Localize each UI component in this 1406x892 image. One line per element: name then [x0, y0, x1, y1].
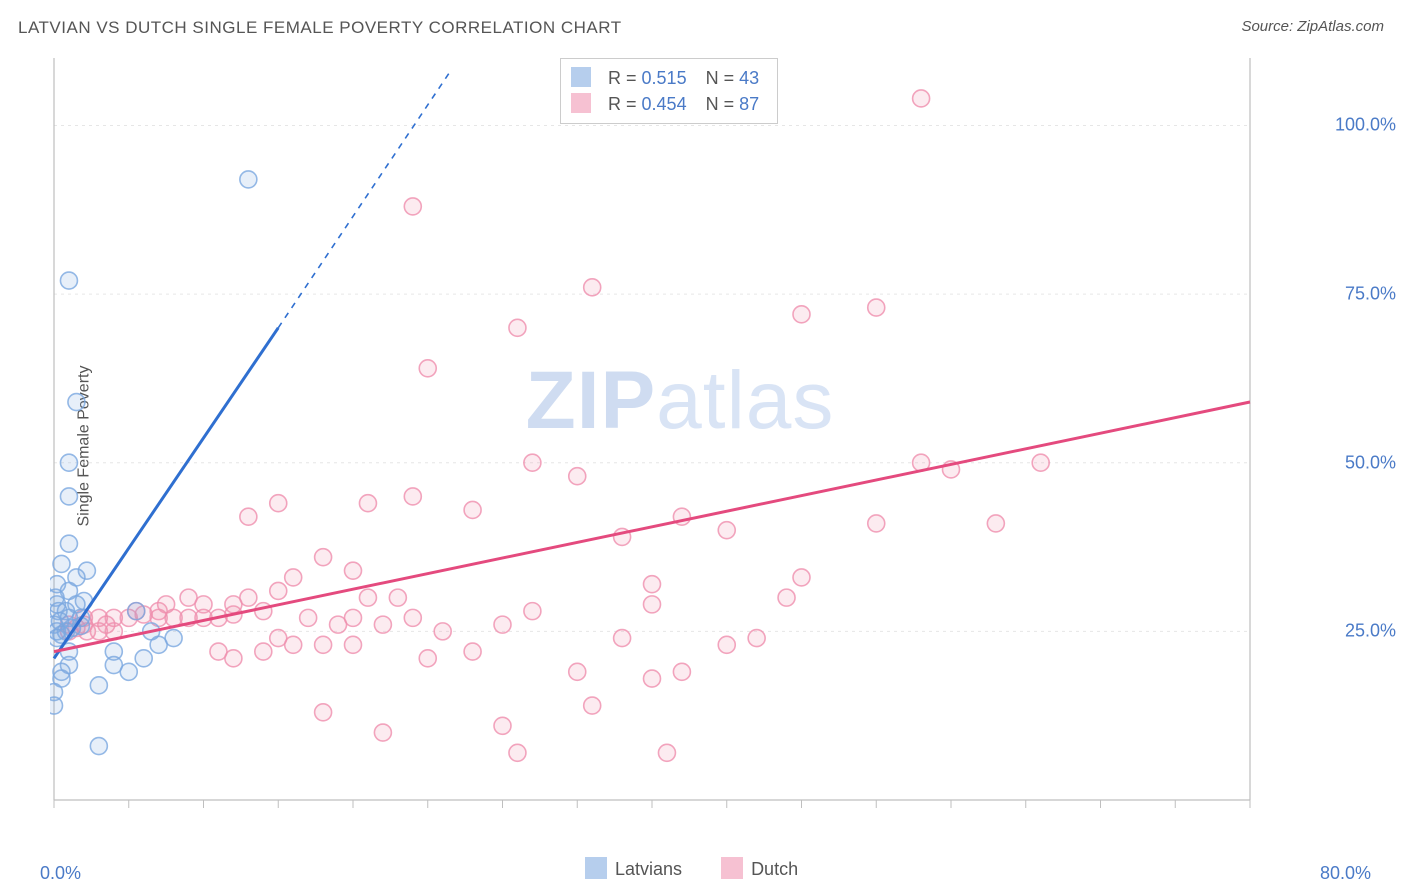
source-label: Source: ZipAtlas.com [1241, 18, 1384, 35]
y-tick-label: 75.0% [1345, 284, 1396, 305]
swatch-latvians [585, 857, 607, 879]
swatch-dutch [571, 93, 591, 113]
legend-item-dutch: Dutch [721, 857, 798, 880]
y-tick-label: 50.0% [1345, 452, 1396, 473]
swatch-dutch [721, 857, 743, 879]
x-axis-end: 80.0% [1320, 863, 1371, 884]
x-axis-start: 0.0% [40, 863, 81, 884]
scatter-chart [50, 50, 1310, 830]
y-tick-label: 100.0% [1335, 115, 1396, 136]
y-tick-label: 25.0% [1345, 621, 1396, 642]
stats-row-dutch: R = 0.454 N = 87 [571, 91, 759, 117]
stats-box: R = 0.515 N = 43 R = 0.454 N = 87 [560, 58, 778, 124]
stats-row-latvians: R = 0.515 N = 43 [571, 65, 759, 91]
plot-area: ZIPatlas [50, 50, 1310, 830]
chart-title: LATVIAN VS DUTCH SINGLE FEMALE POVERTY C… [18, 18, 622, 38]
legend-item-latvians: Latvians [585, 857, 682, 880]
swatch-latvians [571, 67, 591, 87]
legend: Latvians Dutch [585, 857, 832, 880]
